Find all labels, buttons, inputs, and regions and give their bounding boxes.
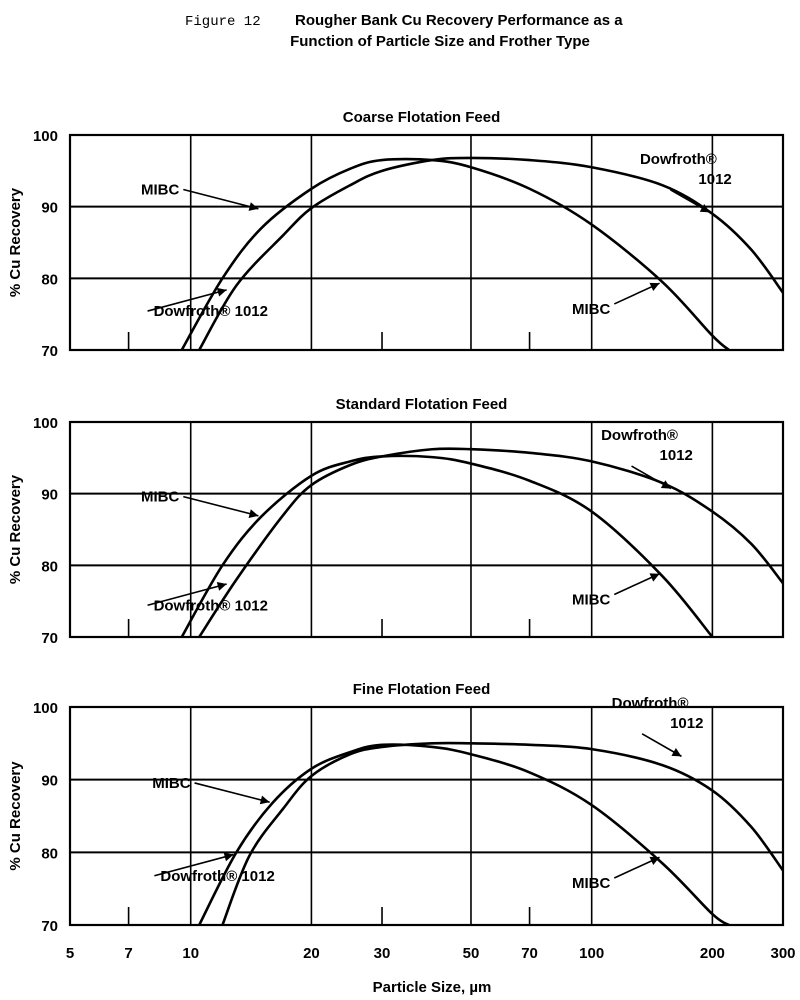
y-tick-label: 70 (41, 630, 58, 647)
annotation-dowfroth-1012: Dowfroth® 1012 (154, 597, 268, 614)
annotation-mibc: MIBC (141, 489, 179, 506)
chart-panels: Coarse Flotation Feed 70 80 90 100 % Cu Recov… (7, 109, 785, 935)
annotation-mibc: MIBC (572, 592, 610, 609)
annotation-label: Dowfroth® (640, 151, 717, 168)
annotation-dowfroth-1012: Dowfroth® 1012 (612, 695, 704, 732)
annotation-arrowhead (649, 282, 660, 292)
annotation-arrowhead (248, 202, 259, 211)
plot-frame (68, 133, 785, 352)
y-tick-label: 100 (33, 700, 58, 717)
annotation-label: Dowfroth® 1012 (160, 868, 274, 885)
panel-2: Standard Flotation Feed 70 80 90 100 % Cu Rec… (7, 396, 785, 647)
y-axis-label: % Cu Recovery (7, 474, 24, 584)
panel-title: Coarse Flotation Feed (343, 109, 501, 126)
y-tick-label: 90 (41, 200, 58, 217)
annotation-label: MIBC (572, 875, 610, 892)
annotation-arrow (154, 853, 234, 877)
series-line-dowfroth-1012 (198, 447, 783, 637)
y-tick-label: 90 (41, 487, 58, 504)
figure-title-line2: Function of Particle Size and Frother Ty… (290, 33, 590, 50)
annotation-label: Dowfroth® (612, 695, 689, 712)
annotation-arrow (194, 782, 270, 803)
figure-header: Figure 12 Rougher Bank Cu Recovery Perfo… (185, 12, 623, 50)
annotation-arrow (147, 289, 227, 312)
x-tick-label: 10 (182, 945, 199, 962)
annotation-arrowhead (223, 852, 234, 862)
y-tick-label: 100 (33, 128, 58, 145)
annotation-arrow (183, 495, 259, 517)
x-tick-label: 200 (700, 945, 725, 962)
x-axis-label: Particle Size, µm (373, 979, 492, 996)
series-line-dowfroth-1012 (221, 741, 783, 925)
x-tick-label: 5 (66, 945, 74, 962)
annotation-label: Dowfroth® (601, 427, 678, 444)
series-line-dowfroth-1012 (198, 156, 783, 350)
figure-title-line1: Rougher Bank Cu Recovery Performance as … (295, 12, 623, 29)
annotation-dowfroth-1012: Dowfroth® 1012 (640, 151, 732, 188)
series-line-mibc (180, 454, 714, 637)
annotation-dowfroth-1012: Dowfroth® 1012 (160, 868, 274, 885)
series-line-mibc (198, 743, 730, 925)
annotation-arrowhead (216, 582, 227, 591)
annotation-mibc: MIBC (572, 301, 610, 318)
panel-3: Fine Flotation Feed 70 80 90 100 % Cu Recover… (7, 681, 785, 935)
y-axis-label: % Cu Recovery (7, 187, 24, 297)
annotation-arrowhead (699, 203, 710, 213)
annotation-label: Dowfroth® 1012 (154, 303, 268, 320)
annotation-label: MIBC (572, 592, 610, 609)
annotation-dowfroth-1012: Dowfroth® 1012 (154, 303, 268, 320)
annotation-label: 1012 (660, 447, 693, 464)
x-axis: 5 7 10 20 30 50 70 100 200 300 (66, 945, 796, 962)
annotation-arrowhead (649, 573, 660, 582)
annotation-label: 1012 (670, 715, 703, 732)
panel-title: Fine Flotation Feed (353, 681, 491, 698)
annotation-arrowhead (649, 856, 660, 866)
annotation-arrowhead (248, 509, 259, 518)
figure-label: Figure 12 (185, 14, 261, 30)
annotation-mibc: MIBC (572, 875, 610, 892)
x-tick-label: 300 (770, 945, 795, 962)
annotation-label: 1012 (698, 171, 731, 188)
annotation-arrow (147, 583, 227, 607)
x-tick-label: 30 (374, 945, 391, 962)
annotation-dowfroth-1012: Dowfroth® 1012 (601, 427, 693, 464)
annotation-mibc: MIBC (141, 182, 179, 199)
annotation-arrowhead (660, 480, 671, 489)
y-tick-label: 70 (41, 918, 58, 935)
x-tick-label: 50 (463, 945, 480, 962)
y-tick-label: 80 (41, 271, 58, 288)
annotation-label: Dowfroth® 1012 (154, 597, 268, 614)
y-tick-label: 80 (41, 845, 58, 862)
x-tick-label: 20 (303, 945, 320, 962)
panel-1: Coarse Flotation Feed 70 80 90 100 % Cu Recov… (7, 109, 785, 360)
y-axis-label: % Cu Recovery (7, 761, 24, 871)
x-tick-label: 100 (579, 945, 604, 962)
annotation-arrowhead (671, 748, 682, 757)
x-tick-label: 70 (521, 945, 538, 962)
annotation-mibc: MIBC (152, 775, 190, 792)
x-tick-label: 7 (124, 945, 132, 962)
annotation-arrow (183, 188, 259, 210)
annotation-label: MIBC (152, 775, 190, 792)
y-tick-label: 80 (41, 558, 58, 575)
y-tick-label: 90 (41, 773, 58, 790)
y-tick-label: 100 (33, 415, 58, 432)
plot-frame (68, 420, 785, 639)
annotation-arrowhead (216, 287, 227, 297)
annotation-label: MIBC (141, 182, 179, 199)
annotation-label: MIBC (141, 489, 179, 506)
plot-frame (68, 705, 785, 927)
panel-title: Standard Flotation Feed (336, 396, 508, 413)
annotation-arrowhead (259, 795, 270, 805)
y-tick-label: 70 (41, 343, 58, 360)
annotation-label: MIBC (572, 301, 610, 318)
